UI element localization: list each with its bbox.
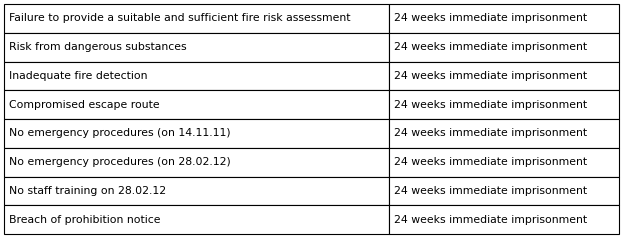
Bar [4,4,389,33]
Text: 24 weeks immediate imprisonment: 24 weeks immediate imprisonment [394,157,587,167]
Text: No staff training on 28.02.12: No staff training on 28.02.12 [9,186,166,196]
Bar [4,90,389,119]
Text: 24 weeks immediate imprisonment: 24 weeks immediate imprisonment [394,42,587,52]
Text: 24 weeks immediate imprisonment: 24 weeks immediate imprisonment [394,13,587,23]
Bar [4,205,389,234]
Bar [389,205,619,234]
Text: 24 weeks immediate imprisonment: 24 weeks immediate imprisonment [394,186,587,196]
Bar [389,148,619,177]
Text: Risk from dangerous substances: Risk from dangerous substances [9,42,187,52]
Text: Failure to provide a suitable and sufficient fire risk assessment: Failure to provide a suitable and suffic… [9,13,351,23]
Bar [389,33,619,61]
Bar [389,4,619,33]
Text: 24 weeks immediate imprisonment: 24 weeks immediate imprisonment [394,71,587,81]
Bar [4,61,389,90]
Text: No emergency procedures (on 14.11.11): No emergency procedures (on 14.11.11) [9,128,231,138]
Bar [389,119,619,148]
Text: 24 weeks immediate imprisonment: 24 weeks immediate imprisonment [394,215,587,225]
Bar [4,177,389,205]
Bar [389,90,619,119]
Bar [389,177,619,205]
Text: Inadequate fire detection: Inadequate fire detection [9,71,148,81]
Bar [4,148,389,177]
Text: No emergency procedures (on 28.02.12): No emergency procedures (on 28.02.12) [9,157,231,167]
Text: Compromised escape route: Compromised escape route [9,100,159,110]
Bar [4,33,389,61]
Text: 24 weeks immediate imprisonment: 24 weeks immediate imprisonment [394,100,587,110]
Text: 24 weeks immediate imprisonment: 24 weeks immediate imprisonment [394,128,587,138]
Bar [389,61,619,90]
Text: Breach of prohibition notice: Breach of prohibition notice [9,215,161,225]
Bar [4,119,389,148]
